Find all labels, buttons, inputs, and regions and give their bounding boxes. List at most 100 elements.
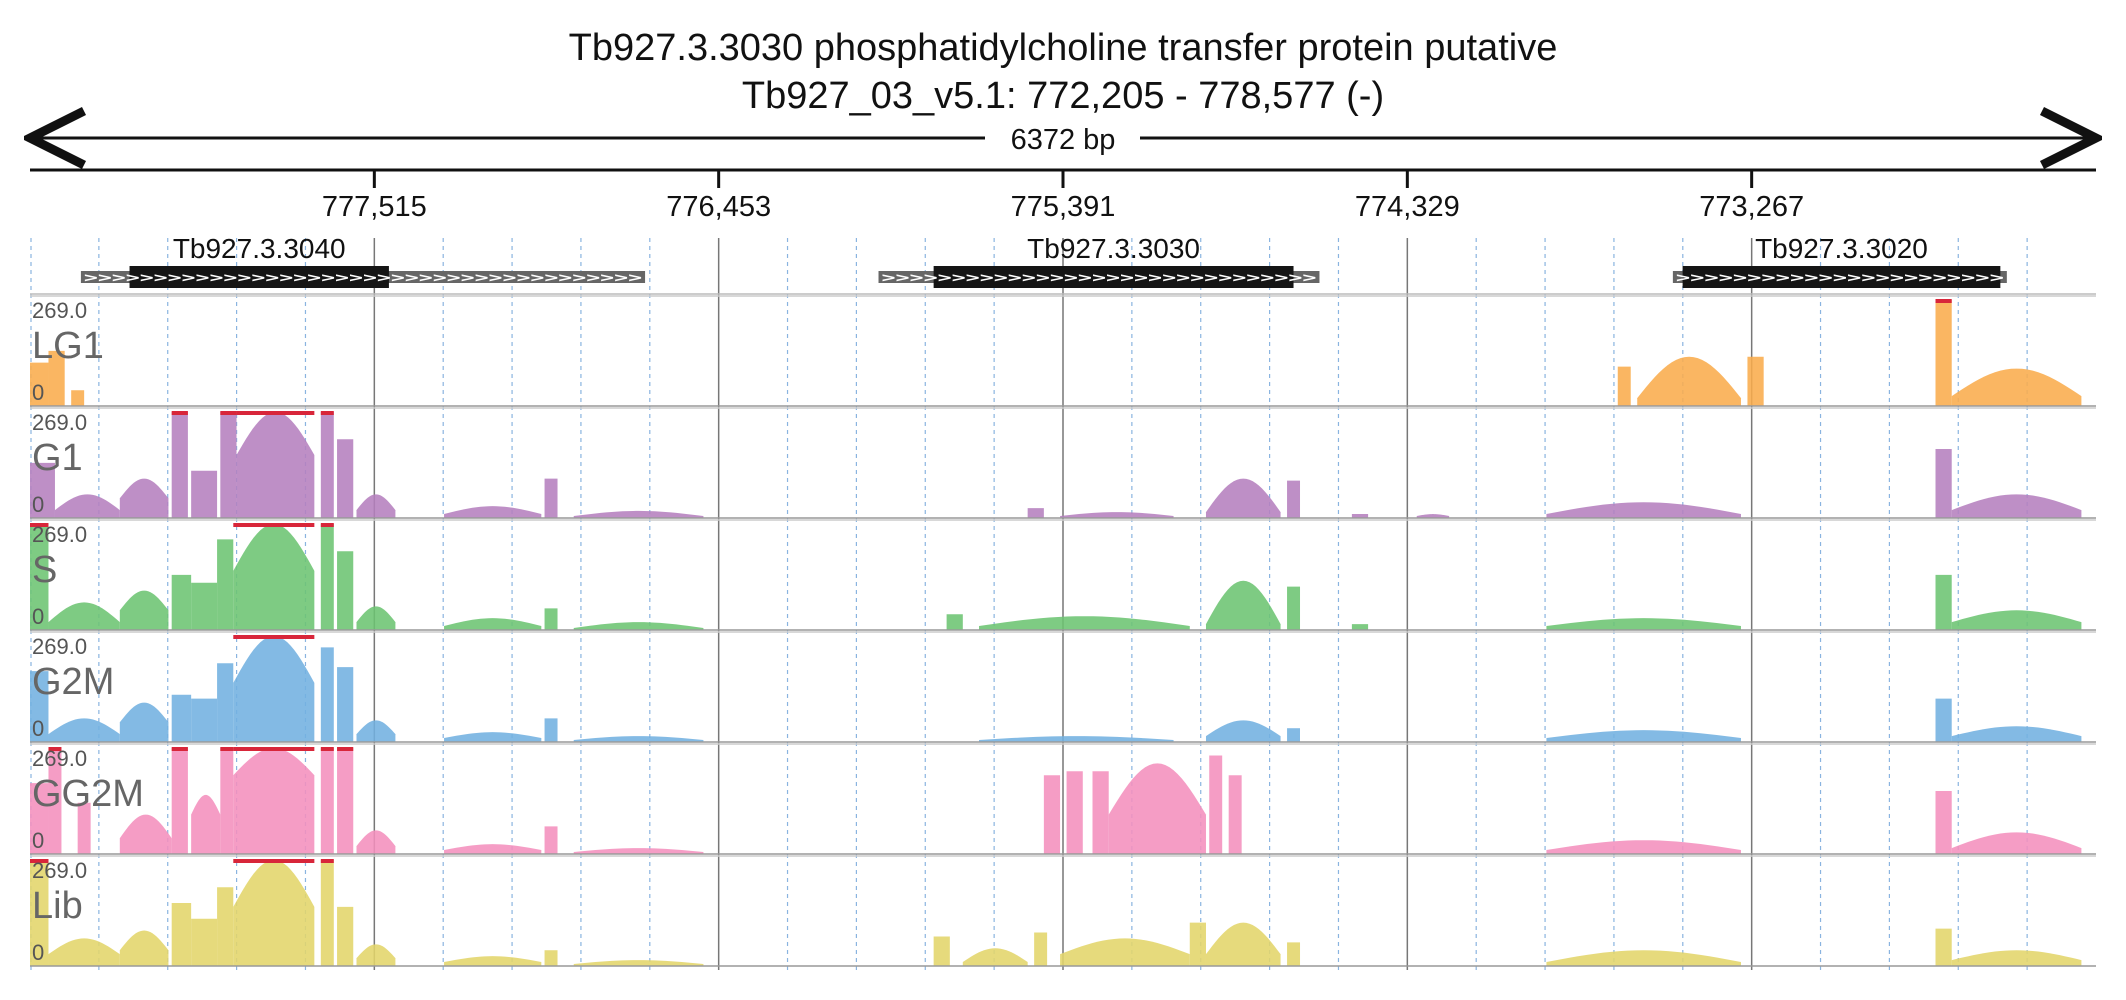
coverage-area	[356, 720, 396, 742]
track-scale-min: 0	[32, 492, 44, 517]
coverage-area	[444, 956, 542, 966]
clip-indicator	[233, 635, 315, 639]
track-scale-min: 0	[32, 380, 44, 405]
coverage-area	[1951, 832, 2082, 854]
clip-indicator	[30, 523, 49, 527]
coverage-area	[119, 478, 169, 518]
gene-annotations: >>>>>>>>>>>>>>>>>>>>>>>>>>>>>>>>>>>>>>>>…	[30, 233, 2096, 295]
coverage-area	[30, 860, 49, 966]
coverage-area	[1617, 366, 1631, 406]
clip-indicator	[220, 411, 237, 415]
gene-cds-bar	[1682, 266, 2001, 288]
track-s: 269.0 0 S	[30, 519, 2096, 631]
coverage-area	[1205, 478, 1281, 518]
coverage-area	[320, 748, 334, 854]
coverage-area	[1546, 502, 1741, 518]
coverage-area	[77, 802, 91, 854]
coverage-area	[544, 826, 558, 854]
coverage-area	[119, 814, 172, 854]
track-gg2m: 269.0 0 GG2M	[30, 743, 2096, 855]
coverage-area	[1951, 726, 2082, 742]
coverage-area	[1060, 938, 1190, 966]
coverage-area	[337, 667, 354, 742]
coverage-area	[220, 748, 234, 854]
coverage-area	[1287, 728, 1301, 742]
coverage-area	[544, 950, 558, 966]
coverage-area	[962, 948, 1028, 966]
track-name: G2M	[32, 661, 114, 703]
coverage-area	[191, 582, 218, 630]
coverage-area	[1951, 368, 2082, 406]
coverage-area	[217, 663, 234, 742]
chart-subtitle: Tb927_03_v5.1: 772,205 - 778,577 (-)	[742, 75, 1384, 117]
coverage-area	[1951, 950, 2082, 966]
coverage-area	[1287, 942, 1301, 966]
coverage-area	[48, 748, 62, 854]
coverage-area	[30, 362, 49, 406]
gene-label: Tb927.3.3020	[1755, 233, 1928, 264]
clip-indicator	[1935, 299, 1952, 303]
track-scale-max: 269.0	[32, 746, 87, 771]
coverage-area	[573, 960, 704, 966]
coverage-area	[946, 614, 963, 630]
coverage-area	[979, 736, 1174, 742]
coverage-area	[320, 412, 334, 518]
track-g1: 269.0 0 G1	[30, 407, 2096, 519]
coverage-area	[1108, 763, 1206, 854]
coverage-area	[1747, 356, 1764, 406]
coverage-area	[544, 608, 558, 630]
track-lib: 269.0 0 Lib	[30, 855, 2096, 967]
track-name: S	[32, 549, 57, 591]
clip-indicator	[48, 747, 62, 751]
gene-cds-bar	[129, 266, 389, 288]
coverage-area	[979, 616, 1190, 630]
coverage-area	[356, 494, 396, 518]
track-g2m: 269.0 0 G2M	[30, 631, 2096, 743]
coverage-area	[1546, 840, 1741, 854]
coverage-area	[1205, 720, 1281, 742]
coverage-area	[356, 944, 396, 966]
coverage-area	[220, 412, 237, 518]
clip-indicator	[233, 859, 315, 863]
clip-indicator	[320, 859, 334, 863]
coverage-tracks: 269.00LG1269.00G1269.00S269.00G2M269.00G…	[30, 295, 2096, 967]
x-tick-label: 777,515	[322, 191, 427, 223]
coverage-area	[573, 848, 704, 854]
coverage-area	[1351, 514, 1369, 518]
track-name: G1	[32, 437, 83, 479]
coverage-area	[119, 930, 169, 966]
track-lg1: 269.0 0 LG1	[30, 295, 2096, 407]
clip-indicator	[171, 411, 188, 415]
coverage-area	[171, 574, 192, 630]
clip-indicator	[320, 523, 334, 527]
coverage-area	[1935, 790, 1952, 854]
coverage-area	[337, 906, 354, 966]
coverage-area	[544, 718, 558, 742]
coverage-area	[233, 636, 315, 742]
clip-indicator	[233, 523, 315, 527]
coverage-area	[1935, 574, 1952, 630]
coverage-area	[1546, 618, 1741, 630]
coverage-area	[171, 412, 188, 518]
coverage-area	[119, 702, 169, 742]
coverage-area	[1546, 950, 1741, 966]
coverage-area	[191, 794, 221, 854]
coverage-area	[71, 390, 85, 406]
coverage-area	[1416, 514, 1450, 518]
track-scale-max: 269.0	[32, 522, 87, 547]
coverage-area	[1027, 508, 1044, 518]
coverage-area	[119, 590, 169, 630]
x-tick-label: 773,267	[1699, 191, 1804, 223]
coverage-area	[1351, 624, 1369, 630]
coverage-area	[1546, 730, 1741, 742]
gene-strand-chevrons: >>>>>>>>>>>>>>>>>>>>>>>	[1676, 271, 2004, 286]
coverage-area	[1951, 610, 2082, 630]
coverage-area	[1935, 698, 1952, 742]
coverage-area	[356, 830, 396, 854]
coverage-area	[217, 539, 234, 630]
coverage-area	[573, 622, 704, 630]
coverage-area	[233, 748, 315, 854]
coverage-area	[320, 860, 334, 966]
track-scale-max: 269.0	[32, 410, 87, 435]
